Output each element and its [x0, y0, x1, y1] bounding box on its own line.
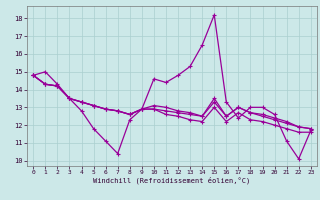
X-axis label: Windchill (Refroidissement éolien,°C): Windchill (Refroidissement éolien,°C) [93, 177, 251, 184]
